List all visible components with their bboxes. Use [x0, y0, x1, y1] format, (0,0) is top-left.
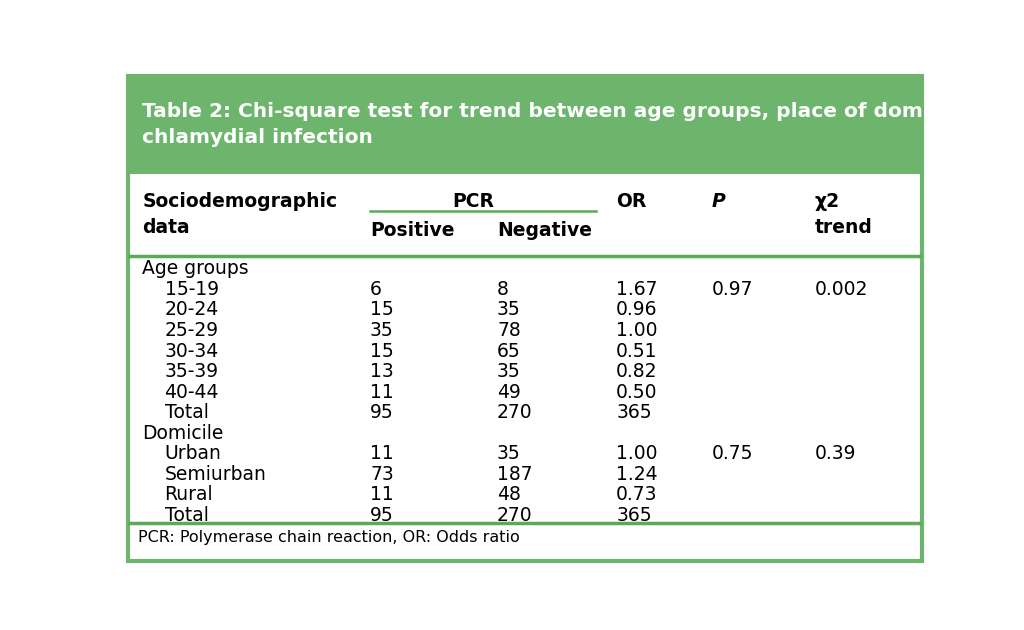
- Text: 1.00: 1.00: [616, 321, 657, 340]
- Text: 49: 49: [497, 382, 521, 402]
- Text: 13: 13: [370, 362, 394, 381]
- Text: 1.00: 1.00: [616, 444, 657, 463]
- Text: 35-39: 35-39: [165, 362, 219, 381]
- Text: PCR: Polymerase chain reaction, OR: Odds ratio: PCR: Polymerase chain reaction, OR: Odds…: [137, 530, 519, 545]
- Text: 0.51: 0.51: [616, 341, 657, 360]
- Text: 11: 11: [370, 444, 394, 463]
- Text: Rural: Rural: [165, 486, 213, 505]
- Text: Total: Total: [165, 403, 208, 422]
- FancyBboxPatch shape: [128, 76, 922, 174]
- Text: 20-24: 20-24: [165, 301, 219, 319]
- Text: 0.96: 0.96: [616, 301, 657, 319]
- Text: 0.39: 0.39: [814, 444, 856, 463]
- Text: Sociodemographic
data: Sociodemographic data: [142, 192, 338, 237]
- Text: Negative: Negative: [497, 221, 592, 240]
- Text: 30-34: 30-34: [165, 341, 219, 360]
- Text: 15: 15: [370, 301, 394, 319]
- Text: 0.97: 0.97: [712, 280, 753, 299]
- Text: 35: 35: [497, 301, 521, 319]
- Text: 0.73: 0.73: [616, 486, 657, 505]
- Text: Semiurban: Semiurban: [165, 465, 266, 484]
- Text: 8: 8: [497, 280, 509, 299]
- Text: 78: 78: [497, 321, 521, 340]
- Text: 0.75: 0.75: [712, 444, 753, 463]
- Text: 365: 365: [616, 506, 651, 525]
- Text: 35: 35: [497, 362, 521, 381]
- Text: 11: 11: [370, 382, 394, 402]
- Text: 0.82: 0.82: [616, 362, 657, 381]
- Text: Domicile: Domicile: [142, 424, 223, 443]
- Text: Age groups: Age groups: [142, 260, 249, 278]
- Text: 73: 73: [370, 465, 394, 484]
- Text: 0.50: 0.50: [616, 382, 657, 402]
- Text: P: P: [712, 192, 725, 211]
- Text: 11: 11: [370, 486, 394, 505]
- Text: 35: 35: [370, 321, 394, 340]
- Text: 25-29: 25-29: [165, 321, 219, 340]
- Text: 1.67: 1.67: [616, 280, 657, 299]
- Text: PCR: PCR: [453, 192, 495, 211]
- Text: 0.002: 0.002: [814, 280, 867, 299]
- Text: χ2
trend: χ2 trend: [814, 192, 872, 237]
- Text: 35: 35: [497, 444, 521, 463]
- Text: 6: 6: [370, 280, 382, 299]
- Text: OR: OR: [616, 192, 646, 211]
- Text: 270: 270: [497, 506, 532, 525]
- Text: 270: 270: [497, 403, 532, 422]
- Text: 15: 15: [370, 341, 394, 360]
- Text: Urban: Urban: [165, 444, 221, 463]
- Text: 1.24: 1.24: [616, 465, 657, 484]
- Text: 65: 65: [497, 341, 521, 360]
- Text: Total: Total: [165, 506, 208, 525]
- Text: 95: 95: [370, 403, 394, 422]
- Text: 15-19: 15-19: [165, 280, 219, 299]
- Text: Table 2: Chi-square test for trend between age groups, place of domicile, and ge: Table 2: Chi-square test for trend betwe…: [142, 102, 1024, 147]
- Text: 48: 48: [497, 486, 521, 505]
- Text: 365: 365: [616, 403, 651, 422]
- Text: 95: 95: [370, 506, 394, 525]
- Text: 187: 187: [497, 465, 532, 484]
- Text: Positive: Positive: [370, 221, 455, 240]
- Text: 40-44: 40-44: [165, 382, 219, 402]
